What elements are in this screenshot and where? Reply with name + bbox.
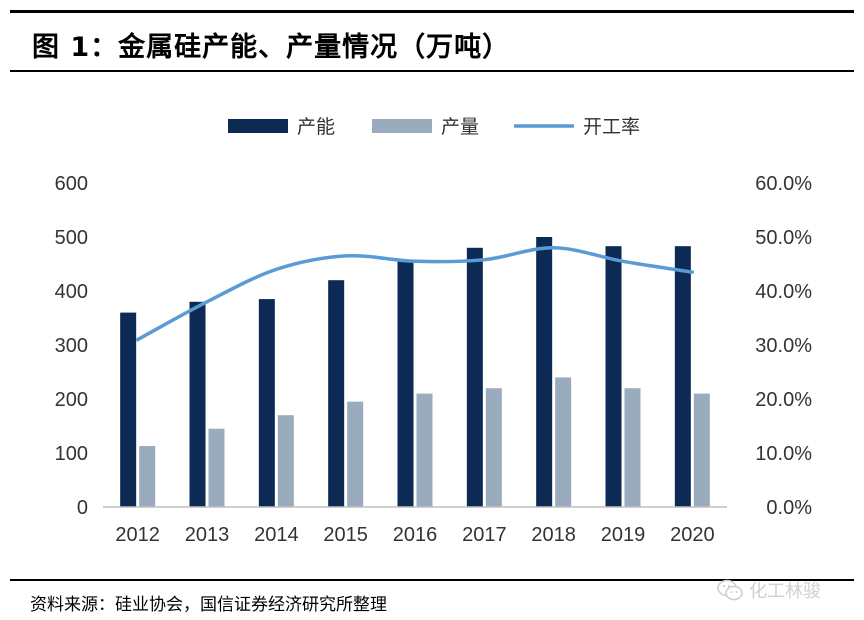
y-right-tick-label: 60.0% [755,173,812,195]
chart: 0 100 200 300 400 500 600 0.0% 10.0% 20.0% 30.0% 40… [55,116,813,546]
footer-divider [10,579,854,581]
x-tick-label: 2013 [185,524,230,546]
utilization-line [135,246,695,342]
bar-capacity [397,261,414,507]
bar-output [139,445,156,507]
bar-capacity [120,312,137,507]
bar-capacity [328,280,345,507]
x-tick-label: 2016 [393,524,438,546]
y-right-tick-label: 30.0% [755,335,812,357]
y-left-tick-label: 100 [55,443,88,465]
legend-label-capacity: 产能 [297,116,335,138]
bar-output [693,393,710,507]
legend-label-utilization: 开工率 [583,116,640,138]
y-left-tick-label: 500 [55,227,88,249]
watermark-text: 化工林骏 [749,581,821,602]
bar-capacity [536,237,553,507]
legend-label-output: 产量 [441,116,479,138]
legend-swatch-output [372,119,432,133]
bar-output [624,388,641,507]
bar-capacity [466,247,483,508]
bar-output [277,415,294,507]
y-left-tick-label: 200 [55,389,88,411]
x-tick-label: 2017 [462,524,507,546]
figure-title: 图 1：金属硅产能、产量情况（万吨） [32,32,511,63]
y-left-tick-label: 0 [77,497,88,519]
bar-capacity [674,246,691,507]
bar-output [208,428,225,507]
x-tick-label: 2012 [115,524,160,546]
x-tick-label: 2019 [601,524,646,546]
watermark: 化工林骏 [716,573,821,607]
wechat-icon [717,579,743,601]
bar-output [416,393,433,507]
bar-capacity [258,299,275,507]
x-tick-label: 2015 [323,524,368,546]
bar-output [555,377,572,507]
y-left-tick-label: 400 [55,281,88,303]
source-note: 资料来源：硅业协会，国信证券经济研究所整理 [30,595,387,615]
bar-capacity [189,301,206,507]
title-bar: 图 1：金属硅产能、产量情况（万吨） [10,10,854,72]
y-right-tick-label: 40.0% [755,281,812,303]
x-tick-label: 2020 [670,524,715,546]
bar-output [485,388,502,507]
x-tick-label: 2014 [254,524,299,546]
bar-output [347,401,364,507]
y-right-tick-label: 20.0% [755,389,812,411]
legend-swatch-capacity [228,119,288,133]
y-left-tick-label: 300 [55,335,88,357]
x-tick-label: 2018 [531,524,576,546]
y-right-tick-label: 50.0% [755,227,812,249]
y-left-tick-label: 600 [55,173,88,195]
y-right-tick-label: 0.0% [766,497,812,519]
bar-capacity [605,246,622,507]
y-right-tick-label: 10.0% [755,443,812,465]
